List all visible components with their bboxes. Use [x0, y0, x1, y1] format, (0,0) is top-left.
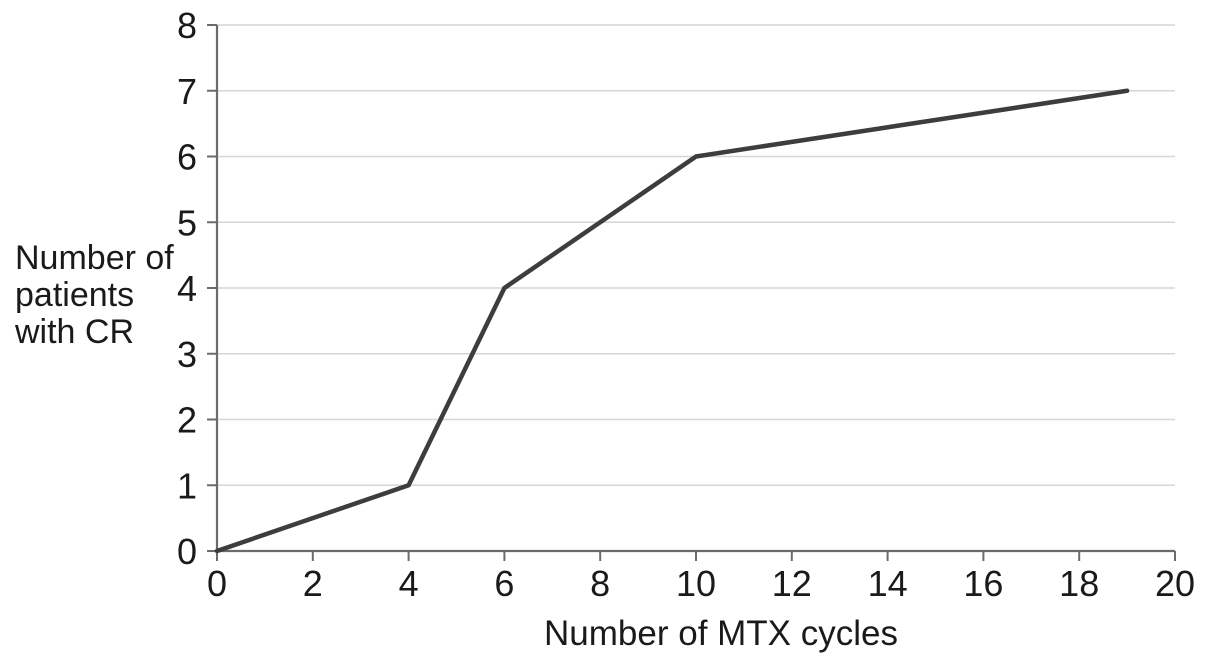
y-axis-title-line-3: with CR: [15, 313, 135, 351]
y-axis-title: Number of patients with CR: [15, 240, 174, 351]
y-tick-label-5: 5: [177, 202, 197, 243]
y-axis-title-line-1: Number of: [15, 239, 174, 277]
x-tick-label-8: 8: [590, 563, 610, 604]
y-tick-label-7: 7: [177, 71, 197, 112]
y-tick-label-1: 1: [177, 465, 197, 506]
y-tick-label-6: 6: [177, 137, 197, 178]
y-tick-label-4: 4: [177, 268, 197, 309]
y-tick-label-0: 0: [177, 531, 197, 572]
x-tick-label-18: 18: [1059, 563, 1099, 604]
y-axis-title-line-2: patients: [15, 276, 135, 314]
x-tick-label-2: 2: [303, 563, 323, 604]
x-tick-label-6: 6: [494, 563, 514, 604]
y-tick-label-8: 8: [177, 5, 197, 46]
x-tick-label-10: 10: [676, 563, 716, 604]
x-axis-title: Number of MTX cycles: [544, 614, 898, 653]
x-tick-label-14: 14: [868, 563, 908, 604]
x-tick-label-12: 12: [772, 563, 812, 604]
x-tick-label-0: 0: [207, 563, 227, 604]
x-tick-label-4: 4: [399, 563, 419, 604]
cr-patients-line-series: [214, 88, 1130, 554]
x-tick-label-20: 20: [1155, 563, 1195, 604]
x-tick-label-16: 16: [963, 563, 1003, 604]
y-tick-label-3: 3: [177, 334, 197, 375]
y-tick-label-2: 2: [177, 400, 197, 441]
